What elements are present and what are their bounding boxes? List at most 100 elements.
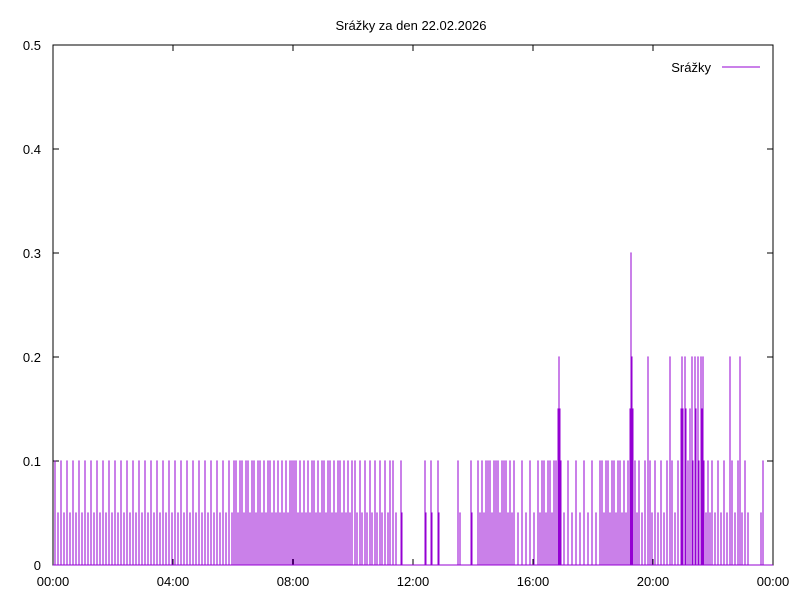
data-point	[680, 408, 682, 410]
data-point	[162, 460, 164, 462]
data-point	[331, 512, 333, 514]
data-point	[371, 512, 373, 514]
data-point	[425, 512, 427, 514]
data-point	[132, 460, 134, 462]
data-point	[289, 460, 291, 462]
data-point	[601, 460, 603, 462]
y-tick-label: 0.1	[23, 454, 41, 469]
data-point	[619, 460, 621, 462]
data-point	[737, 460, 739, 462]
data-point	[366, 512, 368, 514]
data-point	[457, 460, 459, 462]
data-point	[539, 512, 541, 514]
data-point	[762, 460, 764, 462]
data-point	[681, 356, 683, 358]
data-point	[437, 460, 439, 462]
data-point	[159, 512, 161, 514]
data-point	[505, 460, 507, 462]
y-tick-label: 0.4	[23, 142, 41, 157]
data-point	[253, 460, 255, 462]
data-point	[207, 512, 209, 514]
data-point	[216, 460, 218, 462]
data-point	[72, 460, 74, 462]
data-point	[245, 460, 247, 462]
data-point	[692, 460, 694, 462]
data-point	[702, 356, 704, 358]
data-point	[343, 460, 345, 462]
data-point	[120, 460, 122, 462]
data-point	[691, 356, 693, 358]
data-point	[305, 512, 307, 514]
data-point	[285, 460, 287, 462]
data-point	[501, 460, 503, 462]
data-point	[265, 512, 267, 514]
data-point	[579, 512, 581, 514]
data-point	[705, 512, 707, 514]
data-point	[529, 460, 531, 462]
y-tick-label: 0	[34, 558, 41, 573]
data-point	[685, 408, 687, 410]
data-point	[521, 460, 523, 462]
data-point	[459, 512, 461, 514]
data-point	[281, 460, 283, 462]
data-point	[287, 512, 289, 514]
data-point	[709, 512, 711, 514]
x-tick-label: 08:00	[277, 574, 310, 589]
data-point	[485, 460, 487, 462]
data-point	[301, 512, 303, 514]
data-point	[726, 512, 728, 514]
data-point	[495, 460, 497, 462]
data-point	[249, 512, 251, 514]
data-point	[549, 460, 551, 462]
data-point	[401, 512, 403, 514]
data-point	[243, 512, 245, 514]
data-point	[595, 512, 597, 514]
data-point	[144, 460, 146, 462]
series-group	[53, 252, 773, 566]
data-point	[623, 460, 625, 462]
data-point	[319, 512, 321, 514]
data-point	[491, 512, 493, 514]
data-point	[204, 460, 206, 462]
data-point	[599, 460, 601, 462]
data-point	[671, 460, 673, 462]
data-point	[630, 252, 632, 254]
data-point	[189, 512, 191, 514]
data-point	[384, 460, 386, 462]
data-point	[697, 356, 699, 358]
data-point	[84, 460, 86, 462]
data-point	[734, 512, 736, 514]
data-point	[126, 460, 128, 462]
data-point	[114, 460, 116, 462]
data-point	[239, 460, 241, 462]
data-point	[323, 460, 325, 462]
data-point	[345, 512, 347, 514]
data-point	[525, 512, 527, 514]
data-point	[141, 512, 143, 514]
data-point	[93, 512, 95, 514]
data-point	[682, 408, 684, 410]
data-point	[629, 408, 631, 410]
data-point	[711, 460, 713, 462]
data-point	[177, 512, 179, 514]
data-point	[361, 512, 363, 514]
data-point	[237, 512, 239, 514]
data-point	[591, 460, 593, 462]
x-tick-label: 00:00	[757, 574, 790, 589]
data-point	[379, 460, 381, 462]
data-point	[309, 512, 311, 514]
data-point	[99, 512, 101, 514]
data-point	[261, 512, 263, 514]
data-point	[174, 460, 176, 462]
data-point	[431, 512, 433, 514]
data-point	[625, 512, 627, 514]
data-point	[557, 408, 559, 410]
data-point	[87, 512, 89, 514]
legend-label: Srážky	[671, 60, 711, 75]
data-point	[638, 460, 640, 462]
data-point	[210, 460, 212, 462]
y-axis: 0 0.1 0.2 0.3 0.4 0.5	[23, 38, 773, 573]
data-point	[283, 512, 285, 514]
data-point	[201, 512, 203, 514]
data-point	[666, 460, 668, 462]
